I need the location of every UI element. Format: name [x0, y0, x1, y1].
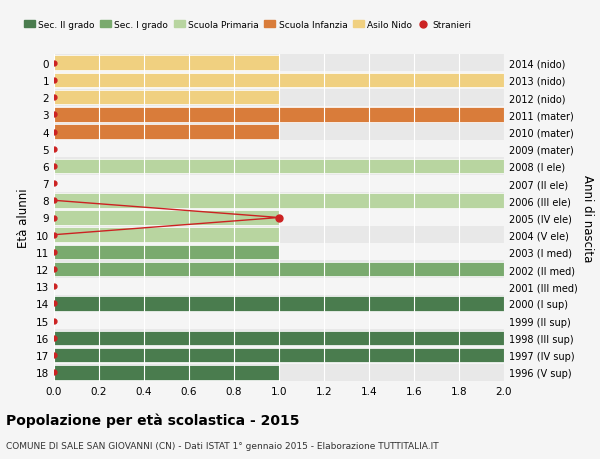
Bar: [54, 262, 504, 277]
Y-axis label: Età alunni: Età alunni: [17, 188, 31, 248]
Bar: [54, 348, 504, 363]
Bar: [54, 245, 279, 260]
Bar: [54, 108, 504, 123]
Bar: [54, 295, 504, 313]
Text: Popolazione per età scolastica - 2015: Popolazione per età scolastica - 2015: [6, 413, 299, 428]
Bar: [54, 228, 279, 242]
Bar: [54, 313, 504, 330]
Bar: [54, 159, 504, 174]
Bar: [54, 141, 504, 158]
Bar: [54, 91, 279, 105]
Bar: [54, 297, 504, 311]
Bar: [54, 175, 504, 192]
Bar: [54, 227, 504, 244]
Bar: [54, 106, 504, 123]
Bar: [54, 192, 504, 209]
Bar: [54, 330, 504, 347]
Bar: [54, 261, 504, 278]
Bar: [54, 365, 279, 380]
Bar: [54, 194, 504, 208]
Bar: [54, 73, 504, 88]
Bar: [54, 55, 504, 72]
Bar: [54, 244, 504, 261]
Bar: [54, 125, 279, 140]
Bar: [54, 331, 504, 345]
Bar: [54, 56, 279, 71]
Bar: [54, 158, 504, 175]
Bar: [54, 364, 504, 381]
Bar: [54, 347, 504, 364]
Bar: [54, 90, 504, 106]
Bar: [54, 211, 279, 225]
Text: COMUNE DI SALE SAN GIOVANNI (CN) - Dati ISTAT 1° gennaio 2015 - Elaborazione TUT: COMUNE DI SALE SAN GIOVANNI (CN) - Dati …: [6, 441, 439, 450]
Bar: [54, 209, 504, 227]
Bar: [54, 123, 504, 141]
Bar: [54, 72, 504, 90]
Legend: Sec. II grado, Sec. I grado, Scuola Primaria, Scuola Infanzia, Asilo Nido, Stran: Sec. II grado, Sec. I grado, Scuola Prim…: [20, 17, 475, 34]
Y-axis label: Anni di nascita: Anni di nascita: [581, 174, 594, 262]
Bar: [54, 278, 504, 295]
